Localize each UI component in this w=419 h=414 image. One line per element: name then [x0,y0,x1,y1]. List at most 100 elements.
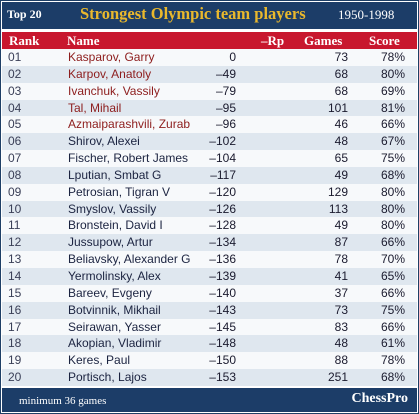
table-row: 12 Jussupow, Artur –134 87 66% [2,234,417,252]
games-cell: 101 [327,100,348,115]
score-cell: 66% [380,235,405,250]
games-cell: 251 [327,370,348,385]
table-row: 15 Bareev, Evgeny –140 37 66% [2,284,417,302]
column-header-score: Score [369,33,400,48]
rp-cell: –49 [215,66,236,81]
rank-cell: 18 [8,336,22,351]
name-cell: Keres, Paul [68,353,131,368]
name-cell: Akopian, Vladimir [68,336,162,351]
rank-cell: 16 [8,302,22,317]
score-cell: 81% [380,100,405,115]
score-cell: 65% [380,268,405,283]
table-row: 06 Shirov, Alexei –102 48 67% [2,133,417,151]
table-row: 03 Ivanchuk, Vassily –79 68 69% [2,82,417,100]
name-cell: Tal, Mihail [68,100,122,115]
table-row: 18 Akopian, Vladimir –148 48 61% [2,335,417,353]
games-cell: 88 [334,353,348,368]
rank-cell: 12 [8,235,22,250]
rp-cell: –134 [209,235,236,250]
rp-cell: –143 [209,302,236,317]
score-cell: 80% [380,201,405,216]
games-cell: 129 [327,184,348,199]
score-cell: 66% [380,285,405,300]
rank-cell: 13 [8,252,22,267]
score-cell: 69% [380,83,405,98]
rp-cell: –145 [209,319,236,334]
rank-cell: 07 [8,151,22,166]
table-row: 01 Kasparov, Garry 0 73 78% [2,49,417,66]
table-row: 04 Tal, Mihail –95 101 81% [2,99,417,117]
score-cell: 80% [380,184,405,199]
rp-cell: –153 [209,370,236,385]
table-row: 14 Yermolinsky, Alex –139 41 65% [2,267,417,285]
games-cell: 68 [334,66,348,81]
games-cell: 41 [334,268,348,283]
name-cell: Ivanchuk, Vassily [68,83,160,98]
games-cell: 68 [334,83,348,98]
table-row: 19 Keres, Paul –150 88 78% [2,352,417,370]
name-cell: Lputian, Smbat G [68,167,162,182]
score-cell: 80% [380,218,405,233]
rp-cell: –95 [215,100,236,115]
rank-cell: 11 [8,218,21,233]
table-row: 02 Karpov, Anatoly –49 68 80% [2,65,417,83]
name-cell: Bareev, Evgeny [68,285,152,300]
rank-cell: 05 [8,117,22,132]
score-cell: 68% [380,370,405,385]
score-cell: 68% [380,167,405,182]
table-row: 13 Beliavsky, Alexander G –136 78 70% [2,251,417,268]
score-cell: 66% [380,117,405,132]
score-cell: 67% [380,134,405,149]
rp-cell: –79 [215,83,236,98]
name-cell: Botvinnik, Mikhail [68,302,161,317]
rank-cell: 19 [8,353,22,368]
rank-cell: 09 [8,184,22,199]
table-row: 11 Bronstein, David I –128 49 80% [2,217,417,235]
score-cell: 70% [380,252,405,267]
year-range: 1950-1998 [338,7,395,22]
table-row: 05 Azmaiparashvili, Zurab –96 46 66% [2,116,417,134]
table-row: 08 Lputian, Smbat G –117 49 68% [2,166,417,184]
score-cell: 66% [380,319,405,334]
games-cell: 48 [334,336,348,351]
page-title: Strongest Olympic team players [80,4,306,23]
rank-cell: 15 [8,285,22,300]
name-cell: Petrosian, Tigran V [68,184,171,199]
table-row: 17 Seirawan, Yasser –145 83 66% [2,318,417,336]
name-cell: Smyslov, Vassily [68,201,157,216]
rank-cell: 03 [8,83,22,98]
score-cell: 61% [380,336,405,351]
name-cell: Yermolinsky, Alex [68,268,161,283]
ranking-table: 01 Kasparov, Garry 0 73 78% 02 Karpov, Anatoly… [2,49,417,386]
name-cell: Bronstein, David I [68,218,163,233]
games-cell: 78 [334,252,348,267]
top20-badge: Top 20 [7,7,42,21]
games-cell: 73 [334,302,348,317]
rp-cell: –128 [209,218,236,233]
rp-cell: –120 [209,184,236,199]
name-cell: Seirawan, Yasser [68,319,161,334]
games-cell: 37 [334,285,348,300]
score-cell: 75% [380,302,405,317]
table-row: 20 Portisch, Lajos –153 251 68% [2,369,417,386]
rp-cell: –139 [209,268,236,283]
rp-cell: –102 [209,134,236,149]
score-cell: 78% [380,353,405,368]
title-bar: Top 20 Strongest Olympic team players 19… [2,2,417,29]
brand-logo-text: ChessPro [351,391,408,406]
rank-cell: 04 [8,100,22,115]
table-row: 07 Fischer, Robert James –104 65 75% [2,150,417,167]
rank-cell: 17 [8,319,22,334]
name-cell: Jussupow, Artur [68,235,153,250]
rank-cell: 14 [8,268,22,283]
column-header-rank: Rank [9,33,40,48]
games-cell: 65 [334,151,348,166]
table-row: 09 Petrosian, Tigran V –120 129 80% [2,183,417,201]
games-cell: 49 [334,218,348,233]
score-cell: 80% [380,66,405,81]
name-cell: Beliavsky, Alexander G [68,252,191,267]
rank-cell: 01 [8,50,22,64]
rank-cell: 06 [8,134,22,149]
column-header-row: Rank Name –Rp Games Score [2,32,417,49]
column-header-name: Name [67,33,100,48]
